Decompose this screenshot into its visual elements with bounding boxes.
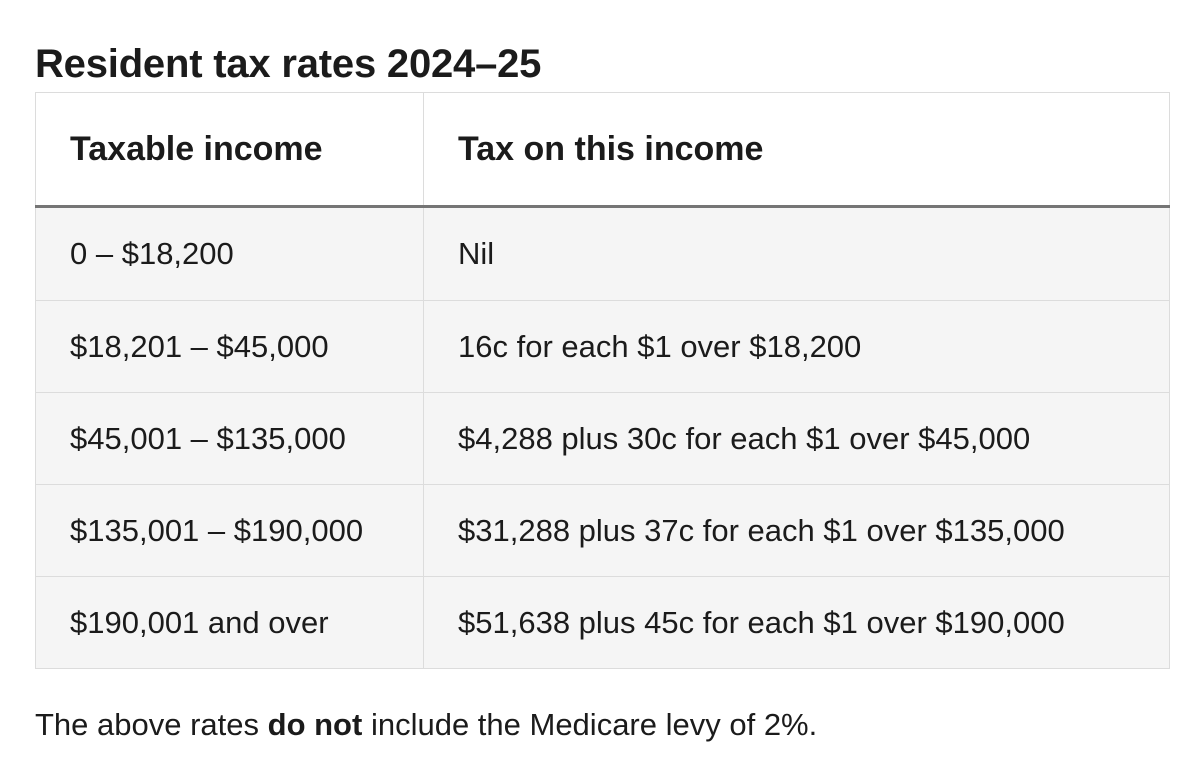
medicare-levy-note: The above rates do not include the Medic…: [35, 703, 817, 747]
table-header-row: Taxable income Tax on this income: [35, 92, 1170, 208]
cell-income: $18,201 – $45,000: [35, 300, 424, 393]
tax-rates-table: Taxable income Tax on this income 0 – $1…: [35, 92, 1170, 669]
header-tax-on-income: Tax on this income: [423, 92, 1170, 208]
cell-tax: Nil: [423, 206, 1170, 301]
cell-tax: $4,288 plus 30c for each $1 over $45,000: [423, 392, 1170, 485]
page-title: Resident tax rates 2024–25: [35, 42, 542, 86]
note-text-before: The above rates: [35, 707, 268, 742]
cell-tax: $51,638 plus 45c for each $1 over $190,0…: [423, 576, 1170, 669]
table-row: 0 – $18,200 Nil: [35, 206, 1170, 301]
table-row: $190,001 and over $51,638 plus 45c for e…: [35, 576, 1170, 669]
cell-income: $45,001 – $135,000: [35, 392, 424, 485]
cell-income: 0 – $18,200: [35, 206, 424, 301]
table-row: $18,201 – $45,000 16c for each $1 over $…: [35, 300, 1170, 393]
note-text-after: include the Medicare levy of 2%.: [362, 707, 818, 742]
header-taxable-income: Taxable income: [35, 92, 424, 208]
cell-tax: $31,288 plus 37c for each $1 over $135,0…: [423, 484, 1170, 577]
note-emphasis: do not: [267, 707, 363, 742]
table-row: $45,001 – $135,000 $4,288 plus 30c for e…: [35, 392, 1170, 485]
cell-income: $190,001 and over: [35, 576, 424, 669]
cell-tax: 16c for each $1 over $18,200: [423, 300, 1170, 393]
cell-income: $135,001 – $190,000: [35, 484, 424, 577]
table-row: $135,001 – $190,000 $31,288 plus 37c for…: [35, 484, 1170, 577]
